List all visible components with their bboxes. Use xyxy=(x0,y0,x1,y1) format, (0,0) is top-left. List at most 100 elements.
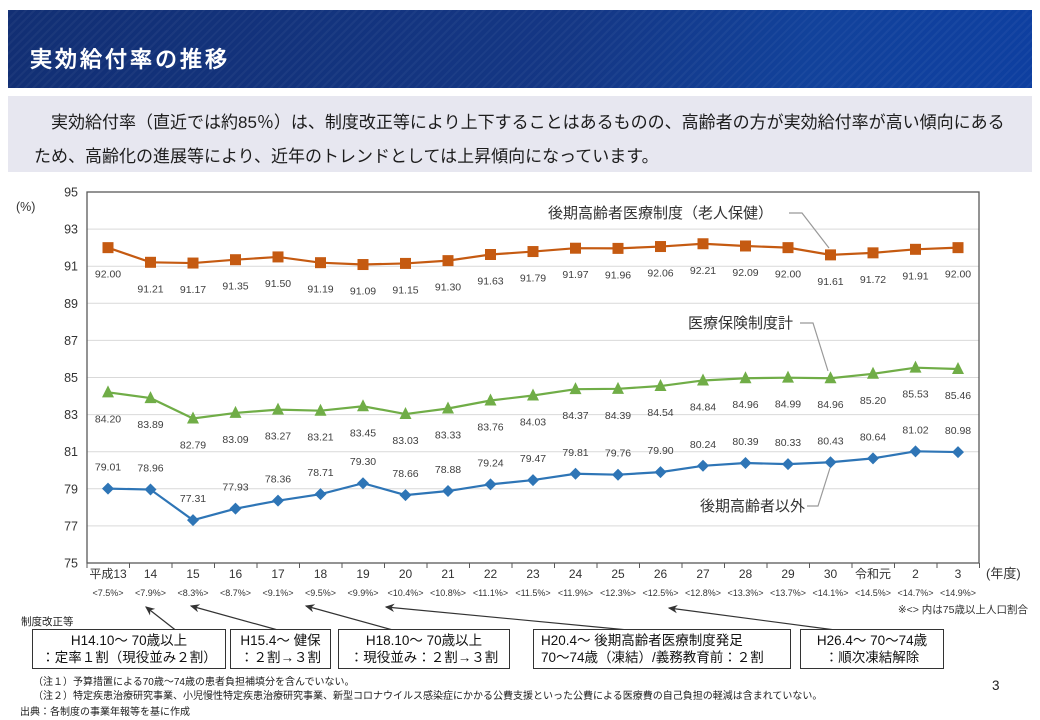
reform-box-h18: H18.10～ 70歳以上 ：現役並み：２割→３割 xyxy=(338,629,510,669)
data-label: 78.66 xyxy=(392,468,418,480)
series-marker xyxy=(484,478,497,491)
series-marker xyxy=(782,458,794,471)
x-tick-label: 26 xyxy=(654,567,668,581)
series-marker xyxy=(824,456,837,469)
data-label: 84.96 xyxy=(732,399,758,411)
reform-arrow xyxy=(145,606,179,633)
series-marker xyxy=(527,246,539,258)
series-marker xyxy=(867,366,879,379)
series-marker xyxy=(314,403,327,416)
x-tick-label: 令和元 xyxy=(855,567,891,581)
reform-box-line: H14.10～ 70歳以上 xyxy=(70,633,188,648)
data-label: 91.15 xyxy=(392,284,418,296)
data-label: 79.90 xyxy=(647,445,673,457)
data-label: 91.72 xyxy=(860,274,886,286)
y-tick-label: 93 xyxy=(64,223,78,237)
x-tick-label: 21 xyxy=(441,567,455,581)
reform-arrow xyxy=(384,603,661,634)
series-label-2: 後期高齢者以外 xyxy=(700,498,805,515)
y-tick-label: 77 xyxy=(64,519,78,533)
footnote-2: （注２）特定疾患治療研究事業、小児慢性特定疾患治療研究事業、新型コロナウイルス感… xyxy=(33,690,823,702)
data-label: 81.02 xyxy=(902,424,928,436)
data-label: 82.79 xyxy=(180,439,206,451)
reform-box-line: H18.10～ 70歳以上 xyxy=(365,633,483,648)
pop-share-label: <11.9%> xyxy=(558,588,593,598)
series-marker xyxy=(697,373,709,386)
x-tick-label: 16 xyxy=(229,567,243,581)
x-tick-label: 3 xyxy=(955,567,962,581)
pop-share-label: <11.1%> xyxy=(473,588,508,598)
data-label: 79.76 xyxy=(605,448,631,460)
pop-share-label: <13.7%> xyxy=(770,588,806,598)
data-label: 83.03 xyxy=(392,435,418,447)
series-marker xyxy=(272,251,284,263)
data-label: 77.31 xyxy=(180,493,206,505)
series-marker xyxy=(102,482,114,495)
series-marker xyxy=(612,468,624,481)
x-tick-label: 30 xyxy=(824,567,838,581)
data-label: 80.39 xyxy=(732,436,758,448)
series-marker xyxy=(527,388,539,401)
data-label: 83.21 xyxy=(307,432,333,444)
series-label-leader xyxy=(789,212,830,249)
data-label: 78.71 xyxy=(307,467,333,479)
series-marker xyxy=(102,242,114,254)
series-marker xyxy=(484,393,497,406)
series-marker xyxy=(952,446,964,459)
data-label: 83.45 xyxy=(350,427,376,439)
y-tick-label: 79 xyxy=(64,482,78,496)
series-marker xyxy=(569,467,582,480)
data-label: 91.21 xyxy=(137,283,163,295)
series-marker xyxy=(357,399,369,412)
x-tick-label: 2 xyxy=(912,567,919,581)
series-marker xyxy=(400,257,411,269)
x-tick-label: 27 xyxy=(696,567,710,581)
y-tick-label: 87 xyxy=(64,334,78,348)
series-marker xyxy=(230,254,241,266)
series-marker xyxy=(442,485,454,498)
series-2: 79.01 78.96 77.31 77.93 78.36 78.71 79.30 78.66… xyxy=(95,424,971,527)
series-marker xyxy=(399,489,412,502)
series-marker xyxy=(654,379,667,392)
series-label-1: 医療保険制度計 xyxy=(688,315,793,332)
reform-box-line: H15.4～ 健保 xyxy=(240,633,321,648)
series-marker xyxy=(824,371,837,384)
data-label: 84.54 xyxy=(647,407,673,419)
series-marker xyxy=(612,381,624,394)
series-marker xyxy=(952,242,964,254)
x-tick-label: 18 xyxy=(314,567,328,581)
x-tick-label: 20 xyxy=(399,567,413,581)
data-label: 92.09 xyxy=(732,267,758,279)
reform-box-line: H26.4～ 70～74歳 xyxy=(816,633,928,648)
series-marker xyxy=(442,401,454,414)
x-tick-label: 22 xyxy=(484,567,498,581)
data-label: 91.79 xyxy=(520,273,546,285)
x-tick-label: 17 xyxy=(271,567,285,581)
data-label: 79.81 xyxy=(562,447,588,459)
data-label: 80.43 xyxy=(817,435,843,447)
reform-box-h15: H15.4～ 健保 ：２割→３割 xyxy=(230,629,331,669)
data-label: 85.20 xyxy=(860,395,886,407)
reform-arrow xyxy=(667,604,859,634)
x-axis-unit-label: (年度) xyxy=(986,566,1021,581)
reform-arrow xyxy=(304,604,401,633)
reform-box-h14: H14.10～ 70歳以上 ：定率１割（現役並み２割） xyxy=(32,629,226,669)
series-marker xyxy=(187,257,199,269)
series-marker xyxy=(442,255,454,267)
data-label: 83.27 xyxy=(265,431,291,443)
series-marker xyxy=(739,371,752,384)
reform-box-h26: H26.4～ 70～74歳 ：順次凍結解除 xyxy=(800,629,944,669)
data-label: 83.89 xyxy=(137,419,163,431)
y-tick-label: 95 xyxy=(64,186,78,200)
series-marker xyxy=(952,361,964,374)
pop-share-label: <14.7%> xyxy=(897,588,933,598)
intro-text: 実効給付率（直近では約85％）は、制度改正等により上下することはあるものの、高齢… xyxy=(34,113,1005,166)
reform-box-line: ：２割→３割 xyxy=(240,650,321,665)
series-marker xyxy=(782,242,794,254)
data-label: 92.00 xyxy=(775,269,801,281)
x-tick-label: 25 xyxy=(611,567,625,581)
series-marker xyxy=(145,256,156,268)
pop-share-label: <9.5%> xyxy=(305,588,336,598)
pop-share-label: <12.5%> xyxy=(642,588,678,598)
data-label: 91.09 xyxy=(350,286,376,298)
